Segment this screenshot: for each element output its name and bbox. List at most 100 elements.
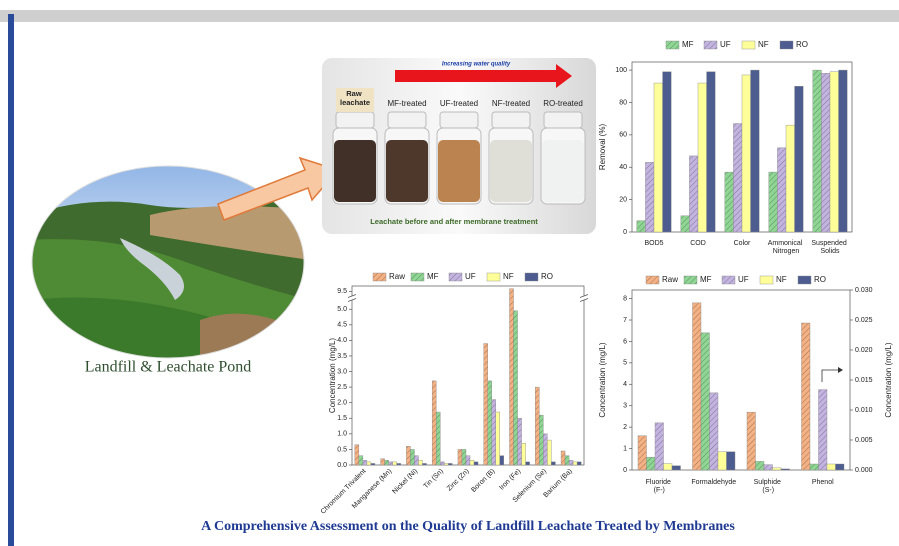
- bar: [646, 456, 656, 471]
- y-tick-label: 100: [615, 67, 627, 74]
- bar: [780, 468, 790, 471]
- bottle-cap: [491, 111, 531, 129]
- bar: [821, 73, 831, 233]
- legend-label: Raw: [389, 272, 405, 281]
- bar: [564, 455, 570, 466]
- legend-label: NF: [758, 40, 769, 49]
- bottle-label: NF-treated: [492, 99, 530, 108]
- bar: [461, 449, 467, 466]
- y2-tick-label: 0.030: [855, 287, 873, 294]
- bar: [487, 380, 492, 466]
- bar: [457, 449, 463, 466]
- x-tick-label: COD: [690, 240, 706, 247]
- y-tick-label: 60: [619, 132, 627, 139]
- bar: [772, 467, 782, 471]
- axis-break: [349, 296, 355, 300]
- y-tick-label: 1.0: [337, 431, 347, 438]
- bar: [465, 455, 471, 466]
- legend-label: MF: [682, 40, 694, 49]
- bottle-label: RO-treated: [543, 99, 583, 108]
- bar: [366, 461, 372, 466]
- legend-label: UF: [720, 40, 731, 49]
- legend-label: MF: [427, 272, 439, 281]
- bar: [794, 86, 804, 233]
- bar: [726, 451, 736, 471]
- legend-label: RO: [814, 275, 826, 284]
- legend-swatch: [448, 272, 463, 282]
- y2-tick-label: 0.025: [855, 317, 873, 324]
- bar: [358, 455, 364, 466]
- y-tick-label: 7: [623, 317, 627, 324]
- bar: [431, 380, 437, 466]
- bar: [746, 411, 756, 471]
- bar: [384, 460, 389, 466]
- bar: [388, 461, 393, 466]
- bar: [422, 463, 427, 466]
- y2-tick-label: 0.020: [855, 347, 873, 354]
- bar: [414, 455, 419, 466]
- bar: [697, 82, 707, 233]
- quality-arrow: [395, 64, 572, 88]
- annotation-arrow-head: [838, 367, 843, 373]
- legend-swatch: [372, 272, 387, 282]
- legend-label: RO: [541, 272, 553, 281]
- x-tick-label: Formaldehyde: [691, 479, 736, 486]
- y-tick-label: 4.0: [337, 337, 347, 344]
- bottle-liquid: [490, 140, 532, 202]
- bottle-cap: [439, 111, 479, 129]
- bar: [560, 450, 566, 466]
- photo-caption: Leachate before and after membrane treat…: [370, 217, 538, 226]
- bar: [717, 451, 727, 471]
- bar: [491, 399, 496, 466]
- bar: [568, 460, 574, 466]
- bar: [354, 444, 360, 466]
- plot-frame: [351, 285, 585, 466]
- x-tick-label: Sulphide (S-): [754, 479, 783, 494]
- bar: [444, 463, 449, 466]
- bar: [709, 392, 719, 471]
- bar: [525, 461, 530, 466]
- y-tick-label: 0: [623, 467, 627, 474]
- bar: [750, 69, 760, 233]
- bar: [636, 220, 646, 233]
- bar: [448, 463, 453, 466]
- bar: [801, 322, 811, 471]
- bottle-cap: [335, 111, 375, 129]
- x-tick-label: Iron (Fe): [498, 468, 522, 492]
- y-tick-label: 80: [619, 99, 627, 106]
- bottle-cap: [387, 111, 427, 129]
- x-tick-label: Color: [734, 240, 751, 247]
- y-axis-title: Concentration (mg/L): [328, 338, 337, 413]
- membrane-photo: Increasing water quality Leachate before…: [322, 58, 596, 234]
- bar: [547, 439, 552, 466]
- bar: [440, 461, 445, 466]
- y-tick-label: 2: [623, 424, 627, 431]
- x-tick-label: Suspended Solids: [811, 240, 848, 255]
- bar: [680, 215, 690, 233]
- y2-tick-label: 0.005: [855, 437, 873, 444]
- y2-tick-label: 0.010: [855, 407, 873, 414]
- bar: [755, 461, 765, 471]
- bottle-liquid: [438, 140, 480, 202]
- bar: [733, 123, 743, 233]
- axis-break: [581, 296, 587, 300]
- y-tick-label: 2.5: [337, 384, 347, 391]
- bar: [637, 435, 647, 471]
- bar: [396, 463, 401, 466]
- footer-title: A Comprehensive Assessment on the Qualit…: [201, 519, 735, 534]
- bar: [535, 386, 540, 466]
- legend-label: UF: [465, 272, 476, 281]
- bar: [572, 461, 578, 466]
- bottle-label: MF-treated: [387, 99, 426, 108]
- legend-swatch: [779, 40, 794, 50]
- bar: [370, 463, 376, 466]
- bar: [777, 147, 787, 233]
- legend-swatch: [486, 272, 501, 282]
- bar: [809, 463, 819, 471]
- y-tick-label: 3.5: [337, 353, 347, 360]
- bar: [818, 389, 828, 471]
- legend-swatch: [524, 272, 539, 282]
- y-tick-label: 3: [623, 403, 627, 410]
